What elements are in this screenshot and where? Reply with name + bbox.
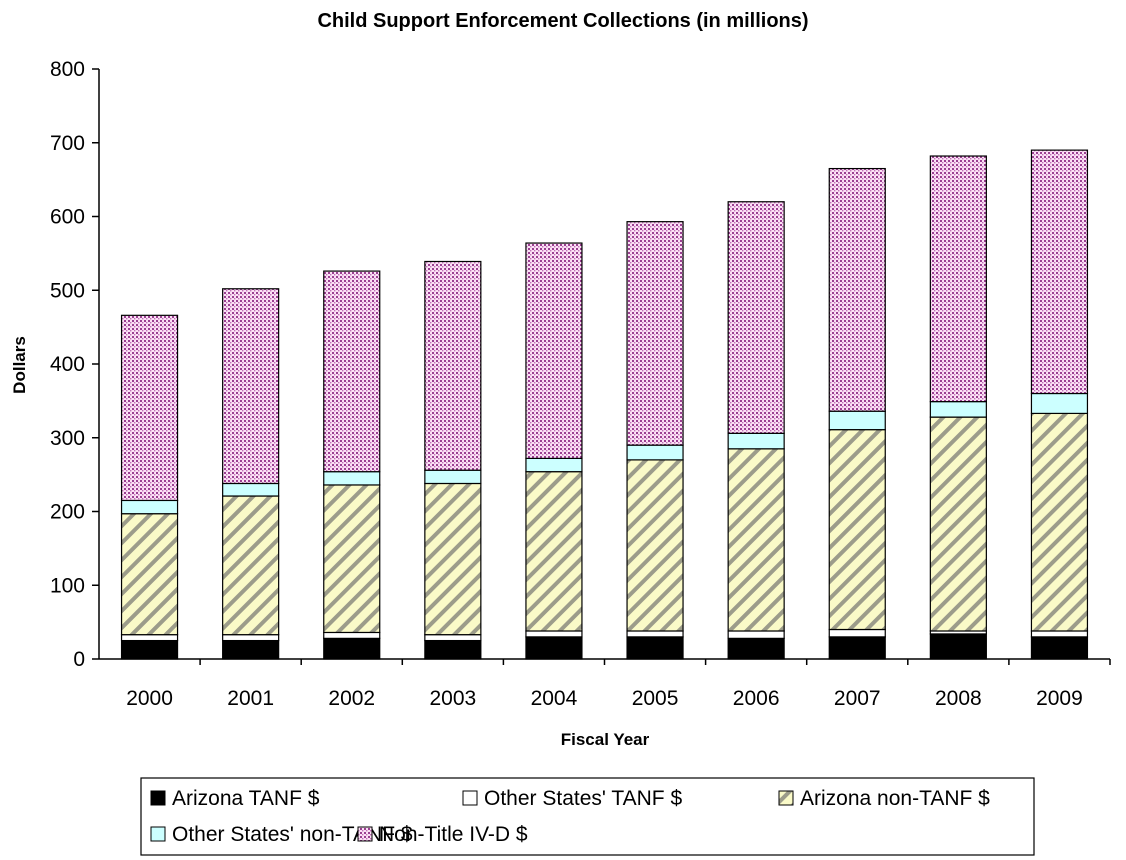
bar-segment — [526, 637, 582, 659]
bar-segment — [1031, 150, 1087, 393]
x-tick-label: 2000 — [126, 687, 173, 710]
x-tick-label: 2005 — [632, 687, 679, 710]
bar-segment — [627, 460, 683, 631]
y-tick-label: 600 — [50, 206, 85, 229]
legend-label: Other States' TANF $ — [484, 787, 682, 810]
legend-label: Non-Title IV-D $ — [379, 823, 528, 846]
legend-label: Other States' non-TANF $ — [172, 823, 413, 846]
bar-segment — [627, 631, 683, 637]
bar-group — [122, 150, 1088, 659]
bar-segment — [627, 222, 683, 445]
bar-segment — [425, 483, 481, 634]
legend-swatch — [151, 791, 165, 805]
bar-segment — [425, 635, 481, 641]
bar-segment — [324, 632, 380, 638]
x-tick-label: 2002 — [328, 687, 375, 710]
x-axis-title: Fiscal Year — [561, 730, 650, 749]
bar-segment — [829, 630, 885, 637]
bar-segment — [627, 637, 683, 659]
bar-segment — [728, 638, 784, 659]
x-tick-label: 2001 — [227, 687, 274, 710]
bar-segment — [930, 402, 986, 417]
y-tick-label: 400 — [50, 353, 85, 376]
legend-swatch — [358, 827, 372, 841]
y-tick-label: 500 — [50, 279, 85, 302]
bar-segment — [728, 202, 784, 434]
bar-segment — [1031, 394, 1087, 414]
bar-segment — [627, 445, 683, 460]
bar-segment — [324, 638, 380, 659]
legend-label: Arizona TANF $ — [172, 787, 320, 810]
bar-segment — [223, 496, 279, 635]
bar-segment — [526, 472, 582, 631]
bar-segment — [425, 641, 481, 659]
y-tick-label: 100 — [50, 574, 85, 597]
legend-swatch — [779, 791, 793, 805]
bar-segment — [526, 631, 582, 637]
bar-segment — [1031, 637, 1087, 659]
bar-segment — [324, 485, 380, 633]
legend: Arizona TANF $ Other States' TANF $ Arizon… — [141, 778, 1034, 855]
bar-segment — [526, 243, 582, 458]
x-tick-label: 2008 — [935, 687, 982, 710]
bar-segment — [829, 430, 885, 630]
bar-segment — [728, 433, 784, 448]
bar-segment — [122, 514, 178, 635]
y-tick-label: 800 — [50, 58, 85, 81]
bar-segment — [223, 635, 279, 641]
bar-segment — [122, 641, 178, 659]
chart-title: Child Support Enforcement Collections (i… — [317, 10, 808, 32]
bar-segment — [425, 261, 481, 470]
bar-segment — [122, 500, 178, 513]
x-tick-label: 2007 — [834, 687, 881, 710]
bar-segment — [728, 631, 784, 638]
bar-segment — [930, 417, 986, 631]
bar-segment — [728, 449, 784, 631]
legend-swatch — [151, 827, 165, 841]
legend-swatch — [463, 791, 477, 805]
x-tick-label: 2009 — [1036, 687, 1083, 710]
x-tick-label: 2006 — [733, 687, 780, 710]
bar-segment — [223, 641, 279, 659]
bar-segment — [930, 634, 986, 659]
bar-segment — [122, 635, 178, 641]
bar-segment — [324, 472, 380, 485]
bar-segment — [526, 458, 582, 471]
bar-segment — [223, 289, 279, 484]
x-tick-label: 2004 — [531, 687, 578, 710]
y-tick-label: 0 — [73, 648, 85, 671]
y-tick-label: 700 — [50, 132, 85, 155]
x-axis-ticks: 2000 2001 2002 2003 2004 2005 2006 2007 2008 2009 — [126, 659, 1110, 710]
bar-segment — [829, 169, 885, 412]
bar-segment — [829, 637, 885, 659]
y-axis-ticks: 0 100 200 300 400 500 600 700 800 — [50, 58, 99, 671]
y-tick-label: 200 — [50, 501, 85, 524]
bar-segment — [829, 411, 885, 429]
bar-segment — [1031, 631, 1087, 637]
bar-segment — [1031, 413, 1087, 631]
bar-segment — [324, 271, 380, 472]
bar-segment — [223, 483, 279, 496]
x-tick-label: 2003 — [429, 687, 476, 710]
y-tick-label: 300 — [50, 427, 85, 450]
bar-segment — [930, 156, 986, 402]
bar-segment — [122, 315, 178, 500]
y-axis-title: Dollars — [10, 336, 29, 394]
legend-label: Arizona non-TANF $ — [800, 787, 990, 810]
bar-segment — [425, 470, 481, 483]
